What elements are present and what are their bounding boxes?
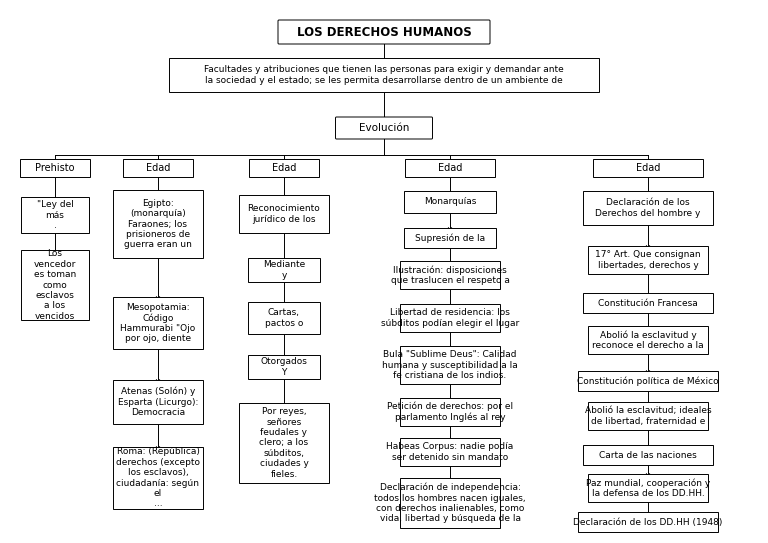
FancyBboxPatch shape [400, 304, 500, 332]
FancyBboxPatch shape [248, 258, 320, 282]
FancyBboxPatch shape [583, 293, 713, 313]
Text: Habeas Corpus: nadie podía
ser detenido sin mandato: Habeas Corpus: nadie podía ser detenido … [386, 443, 514, 462]
Text: Los
vencedor
es toman
como
esclavos
a los
vencidos: Los vencedor es toman como esclavos a lo… [34, 249, 76, 321]
Text: Ilustración: disposiciones
que traslucen el respeto a: Ilustración: disposiciones que traslucen… [391, 265, 509, 285]
FancyBboxPatch shape [405, 159, 495, 177]
FancyBboxPatch shape [400, 438, 500, 466]
FancyBboxPatch shape [21, 197, 89, 233]
FancyBboxPatch shape [578, 371, 718, 391]
Text: Reconocimiento
jurídico de los: Reconocimiento jurídico de los [247, 204, 320, 224]
FancyBboxPatch shape [248, 355, 320, 379]
FancyBboxPatch shape [404, 191, 496, 213]
Text: Constitución política de México: Constitución política de México [578, 376, 719, 386]
FancyBboxPatch shape [113, 380, 203, 424]
Text: Edad: Edad [272, 163, 296, 173]
Text: Mesopotamia:
Código
Hammurabi "Ojo
por ojo, diente: Mesopotamia: Código Hammurabi "Ojo por o… [121, 302, 196, 343]
FancyBboxPatch shape [21, 250, 89, 320]
Text: Atenas (Solón) y
Esparta (Licurgo):
Democracia: Atenas (Solón) y Esparta (Licurgo): Demo… [118, 387, 198, 417]
Text: Declaración de los DD.HH (1948): Declaración de los DD.HH (1948) [574, 517, 723, 527]
FancyBboxPatch shape [169, 58, 599, 92]
FancyBboxPatch shape [593, 159, 703, 177]
FancyBboxPatch shape [249, 159, 319, 177]
Text: Declaración de los
Derechos del hombre y: Declaración de los Derechos del hombre y [595, 198, 700, 218]
Text: Paz mundial, cooperación y
la defensa de los DD.HH.: Paz mundial, cooperación y la defensa de… [586, 478, 710, 498]
FancyBboxPatch shape [113, 297, 203, 349]
Text: LOS DERECHOS HUMANOS: LOS DERECHOS HUMANOS [296, 26, 472, 39]
Text: Roma: (República)
derechos (excepto
los esclavos),
ciudadanía: según
el
...: Roma: (República) derechos (excepto los … [116, 447, 200, 508]
FancyBboxPatch shape [239, 195, 329, 233]
FancyBboxPatch shape [278, 20, 490, 44]
FancyBboxPatch shape [123, 159, 193, 177]
FancyBboxPatch shape [248, 302, 320, 334]
Text: Prehisto: Prehisto [35, 163, 74, 173]
Text: Abolió la esclavitud; ideales
de libertad, fraternidad e: Abolió la esclavitud; ideales de liberta… [584, 406, 711, 426]
FancyBboxPatch shape [588, 402, 708, 430]
FancyBboxPatch shape [20, 159, 90, 177]
FancyBboxPatch shape [588, 246, 708, 274]
FancyBboxPatch shape [583, 191, 713, 225]
Text: Declaración de independencia:
todos los hombres nacen iguales,
con derechos inal: Declaración de independencia: todos los … [374, 483, 526, 523]
Text: "Ley del
más
.: "Ley del más . [37, 200, 74, 230]
FancyBboxPatch shape [400, 261, 500, 289]
Text: Edad: Edad [636, 163, 660, 173]
Text: Cartas,
pactos o: Cartas, pactos o [265, 308, 303, 327]
FancyBboxPatch shape [578, 512, 718, 532]
FancyBboxPatch shape [239, 403, 329, 483]
Text: Supresión de la: Supresión de la [415, 233, 485, 243]
Text: Carta de las naciones: Carta de las naciones [599, 451, 697, 459]
FancyBboxPatch shape [400, 398, 500, 426]
Text: Mediante
y: Mediante y [263, 260, 305, 280]
Text: Por reyes,
señores
feudales y
clero; a los
súbditos,
ciudades y
fieles.: Por reyes, señores feudales y clero; a l… [260, 407, 309, 479]
Text: Monarquías: Monarquías [424, 198, 476, 206]
Text: Edad: Edad [438, 163, 462, 173]
Text: Egipto:
(monarquía)
Faraones; los
prisioneros de
guerra eran un: Egipto: (monarquía) Faraones; los prisio… [124, 199, 192, 249]
Text: Petición de derechos: por el
parlamento Inglés al rey: Petición de derechos: por el parlamento … [387, 402, 513, 422]
Text: Evolución: Evolución [359, 123, 409, 133]
Text: Libertad de residencia: los
súbditos podían elegir el lugar: Libertad de residencia: los súbditos pod… [381, 308, 519, 327]
Text: Facultades y atribuciones que tienen las personas para exigir y demandar ante
la: Facultades y atribuciones que tienen las… [204, 65, 564, 85]
Text: Otorgados
Y: Otorgados Y [260, 357, 307, 377]
FancyBboxPatch shape [113, 447, 203, 509]
Text: 17° Art. Que consignan
libertades, derechos y: 17° Art. Que consignan libertades, derec… [595, 250, 701, 270]
FancyBboxPatch shape [588, 326, 708, 354]
FancyBboxPatch shape [588, 474, 708, 502]
FancyBboxPatch shape [583, 445, 713, 465]
FancyBboxPatch shape [400, 478, 500, 528]
Text: Edad: Edad [146, 163, 170, 173]
FancyBboxPatch shape [400, 346, 500, 384]
Text: Constitución Francesa: Constitución Francesa [598, 299, 698, 307]
FancyBboxPatch shape [336, 117, 432, 139]
Text: Bula "Sublime Deus": Calidad
humana y susceptibilidad a la
fe cristiana de los i: Bula "Sublime Deus": Calidad humana y su… [382, 350, 518, 380]
FancyBboxPatch shape [113, 190, 203, 258]
Text: Abolió la esclavitud y
reconoce el derecho a la: Abolió la esclavitud y reconoce el derec… [592, 330, 703, 350]
FancyBboxPatch shape [404, 228, 496, 248]
